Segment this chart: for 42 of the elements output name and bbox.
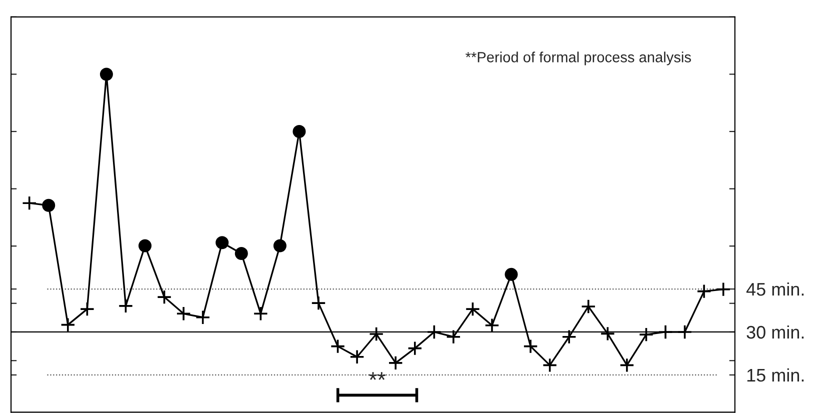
annotation: **Period of formal process analysis [466,52,691,66]
point [658,324,673,340]
point [484,318,500,333]
annotation: ** [369,372,386,380]
point [368,326,384,342]
point [216,236,229,250]
point [100,68,113,81]
point [638,327,654,342]
point [118,298,134,314]
point [273,239,286,252]
point [426,324,442,340]
point [542,358,558,373]
point [253,306,268,322]
point [292,124,306,138]
point [696,284,712,299]
point [195,310,210,325]
point [176,306,192,322]
point [60,317,76,332]
point [22,196,37,211]
point [677,324,692,340]
point [562,329,577,344]
point [716,282,731,297]
y-tick-label: 45 min. [746,282,804,296]
point [446,329,461,344]
point [350,349,365,364]
point [234,247,248,260]
point [504,268,518,281]
point [619,358,634,373]
point [311,296,326,311]
point [138,239,152,252]
point [580,298,596,314]
point [388,355,404,370]
point [330,338,346,354]
point [42,198,56,212]
point [80,302,95,317]
point [465,302,480,317]
y-tick-label: 30 min. [746,325,804,339]
point [523,338,538,354]
point [407,340,422,356]
y-tick-label: 15 min. [747,368,804,382]
point [156,290,172,305]
point [600,326,616,342]
